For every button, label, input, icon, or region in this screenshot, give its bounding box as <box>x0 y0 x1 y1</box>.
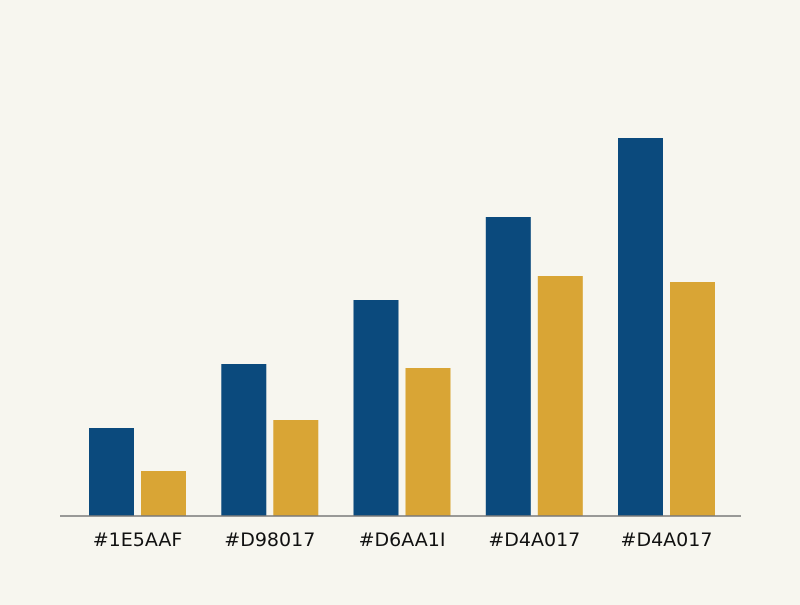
bar-series-2-5 <box>670 282 715 516</box>
bar-series-2-4 <box>537 276 583 516</box>
x-tick-label: #D98017 <box>224 529 315 551</box>
x-tick-label: #1E5AAF <box>93 529 183 551</box>
x-tick-labels: #1E5AAF #D98017 #D6AA1I #D4A017 #D4A017 <box>93 529 713 551</box>
x-tick-label: #D4A017 <box>488 529 580 551</box>
x-tick-label: #D6AA1I <box>359 529 446 551</box>
bar-series-2-2 <box>273 420 319 516</box>
bar-series-1-3 <box>353 300 399 516</box>
bars-layer <box>89 138 715 516</box>
bar-series-1-1 <box>89 428 134 516</box>
bar-series-2-3 <box>405 368 451 516</box>
x-tick-label: #D4A017 <box>621 529 713 551</box>
bar-series-2-1 <box>141 471 186 516</box>
bar-series-1-4 <box>485 217 531 516</box>
bar-series-1-2 <box>221 364 267 516</box>
bar-series-1-5 <box>618 138 663 516</box>
